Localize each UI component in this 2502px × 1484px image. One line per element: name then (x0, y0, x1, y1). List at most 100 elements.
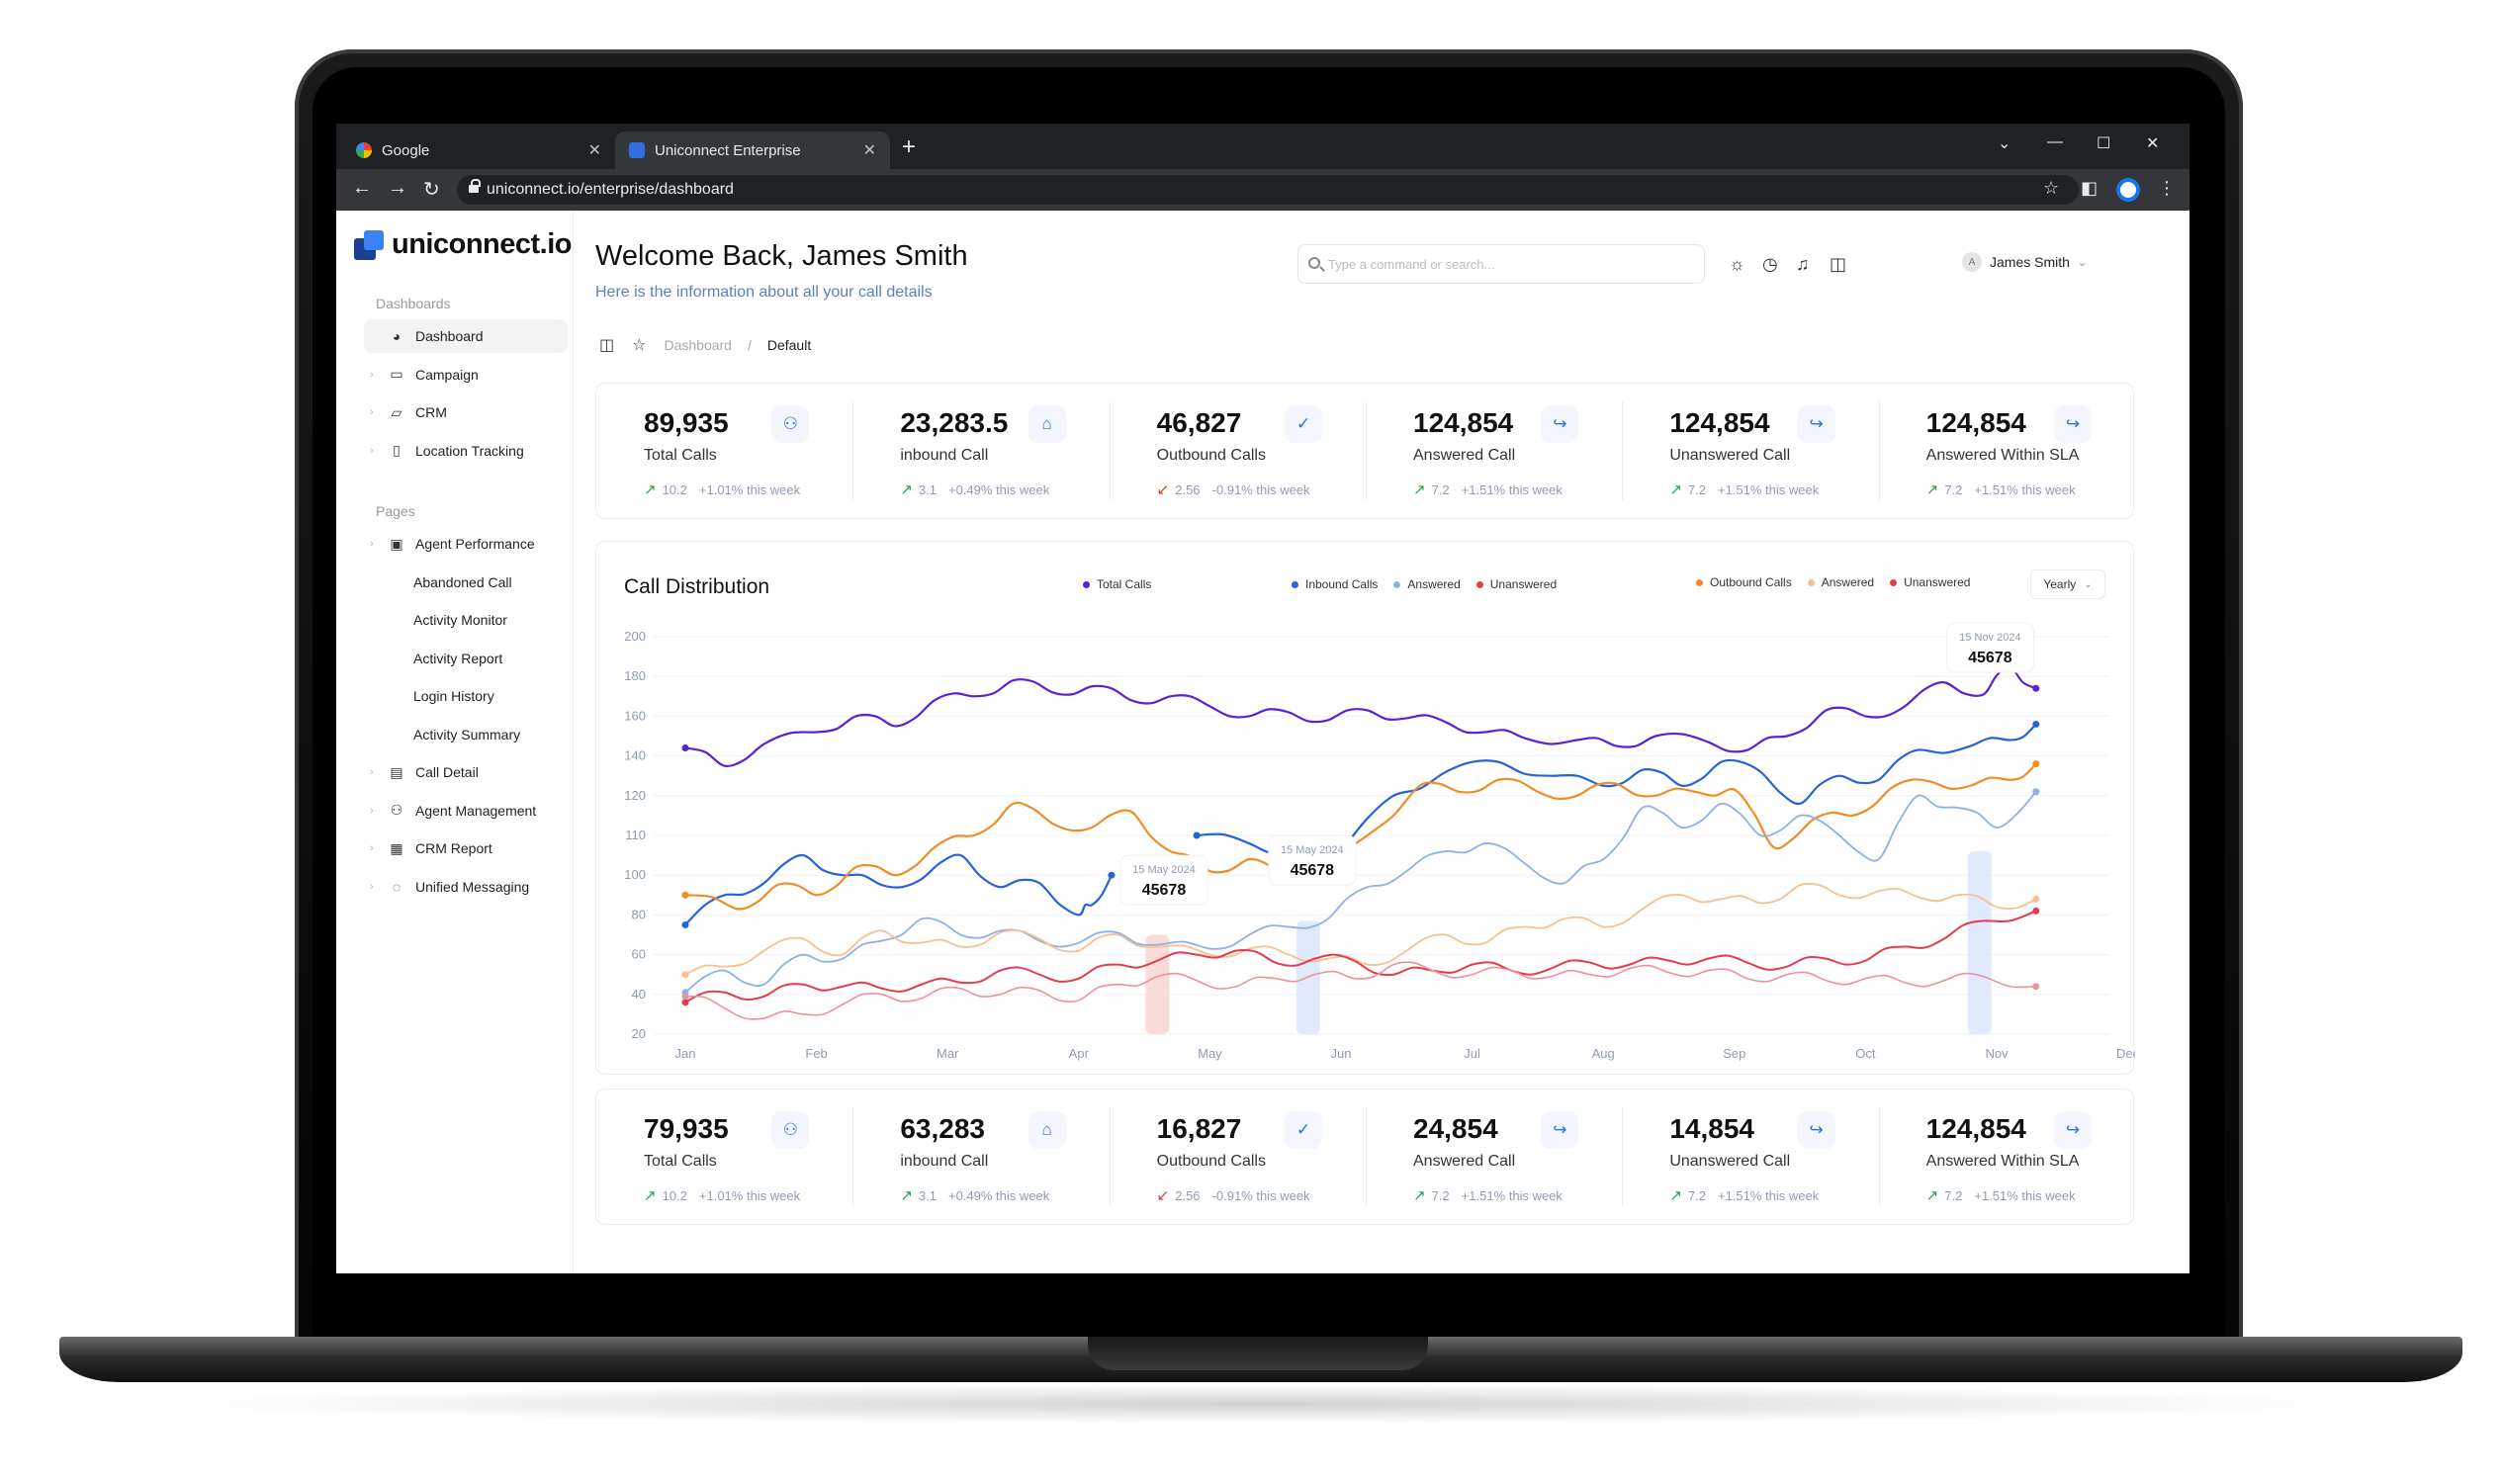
legend-item[interactable]: Total Calls (1083, 577, 1151, 591)
chevron-right-icon: › (370, 406, 374, 418)
user-menu[interactable]: A James Smith ⌄ (1962, 252, 2087, 272)
close-tab-icon[interactable]: ✕ (862, 142, 876, 159)
sidebar-item-agent-management[interactable]: › ⚇ Agent Management (364, 794, 568, 828)
legend-item[interactable]: Answered (1807, 575, 1874, 589)
x-tick-label: Sep (1723, 1046, 1745, 1061)
breadcrumb-parent[interactable]: Dashboard (664, 337, 732, 353)
series-point (2032, 788, 2040, 796)
tab-search-icon[interactable]: ⌄ (1998, 135, 2011, 152)
stat-card[interactable]: 89,935 Total Calls ↗ 10.2 +1.01% this week ⚇ (596, 384, 852, 520)
bell-icon[interactable]: ♫ (1796, 254, 1810, 274)
legend-item[interactable]: Unanswered (1890, 575, 1970, 589)
tooltip-box (1268, 834, 1357, 886)
sidebar-item-crm-report[interactable]: › ▦ CRM Report (364, 831, 568, 865)
stat-card[interactable]: 16,827 Outbound Calls ↙ 2.56 -0.91% this wee… (1109, 1090, 1366, 1226)
tab-google[interactable]: Google ✕ (342, 131, 615, 169)
stat-change-number: 10.2 (662, 482, 687, 497)
stat-divider (1622, 401, 1624, 500)
sidebar-item-campaign[interactable]: › ▭ Campaign (364, 358, 568, 392)
sidebar-toggle-icon[interactable]: ◫ (599, 337, 615, 354)
sidebar-item-activity-report[interactable]: Activity Report (364, 642, 568, 675)
legend-item[interactable]: Answered (1393, 577, 1461, 591)
forward-icon[interactable]: → (388, 177, 407, 199)
bookmark-star-icon[interactable]: ☆ (2043, 178, 2060, 198)
series-point (1108, 871, 1116, 879)
y-tick-label: 40 (632, 987, 646, 1002)
legend-dot (1083, 580, 1090, 588)
browser-menu-icon[interactable]: ⋮ (2158, 178, 2176, 198)
stat-change-number: 7.2 (1431, 1188, 1450, 1203)
sidebar-item-crm[interactable]: › ▱ CRM (364, 395, 568, 429)
theme-sun-icon[interactable]: ☼ (1729, 254, 1745, 274)
stat-change-number: 7.2 (1687, 1188, 1706, 1203)
sidebar-item-abandoned-call[interactable]: Abandoned Call (364, 566, 568, 599)
sidebar-item-unified-messaging[interactable]: › ◌ Unified Messaging (364, 870, 568, 904)
tab-uniconnect[interactable]: Uniconnect Enterprise ✕ (615, 131, 890, 169)
sidebar-item-dashboard[interactable]: ◕ Dashboard (364, 319, 568, 353)
legend-item[interactable]: Inbound Calls (1292, 577, 1378, 591)
close-tab-icon[interactable]: ✕ (587, 142, 601, 159)
legend-group: Total Calls (1083, 577, 1167, 591)
chevron-down-icon: ⌄ (2077, 256, 2088, 269)
stat-change-text: +0.49% this week (947, 482, 1050, 497)
history-icon[interactable]: ◷ (1762, 254, 1778, 274)
logo[interactable]: uniconnect.io (354, 228, 573, 261)
trend-down-icon: ↙ (1156, 481, 1170, 498)
stat-card[interactable]: 23,283.5 inbound Call ↗ 3.1 +0.49% this week… (852, 384, 1109, 520)
pie-chart-icon: ◕ (392, 328, 402, 344)
series-point (1193, 831, 1201, 839)
sidebar-item-label: Unified Messaging (415, 878, 530, 895)
legend-item[interactable]: Unanswered (1475, 577, 1558, 591)
stat-card[interactable]: 14,854 Unanswered Call ↗ 7.2 +1.51% this wee… (1622, 1090, 1878, 1226)
search-input[interactable]: Type a command or search... (1297, 244, 1705, 284)
stat-card[interactable]: 24,854 Answered Call ↗ 7.2 +1.51% this week ↪ (1366, 1090, 1622, 1226)
series-line (683, 762, 2037, 911)
new-tab-icon[interactable]: + (902, 133, 917, 160)
sidebar-item-location-tracking[interactable]: › ▯ Location Tracking (364, 434, 568, 468)
legend-item[interactable]: Outbound Calls (1696, 575, 1792, 589)
series-point (2032, 720, 2040, 728)
stat-card[interactable]: 124,854 Unanswered Call ↗ 7.2 +1.51% this we… (1622, 384, 1878, 520)
id-card-icon: ▤ (390, 763, 403, 780)
panel-toggle-icon[interactable]: ◫ (1830, 254, 1847, 274)
y-tick-label: 180 (624, 668, 646, 683)
stat-card[interactable]: 124,854 Answered Within SLA ↗ 7.2 +1.51% thi… (1878, 384, 2135, 520)
stat-card[interactable]: 124,854 Answered Within SLA ↗ 7.2 +1.51% thi… (1878, 1090, 2135, 1226)
tooltip-value: 45678 (1291, 862, 1335, 879)
minimize-icon[interactable]: — (2047, 133, 2063, 150)
stat-divider (1878, 401, 1880, 500)
y-tick-label: 200 (624, 629, 646, 644)
stat-card[interactable]: 124,854 Answered Call ↗ 7.2 +1.51% this week… (1366, 384, 1622, 520)
trend-up-icon: ↗ (1413, 1187, 1426, 1204)
stat-divider (1109, 401, 1111, 500)
stat-change-text: +1.01% this week (698, 482, 801, 497)
sidebar-item-agent-performance[interactable]: › ▣ Agent Performance (364, 527, 568, 561)
sidebar-item-login-history[interactable]: Login History (364, 679, 568, 713)
star-icon[interactable]: ☆ (632, 337, 647, 354)
users-icon: ⚇ (771, 405, 810, 443)
trend-up-icon: ↗ (1669, 481, 1682, 498)
reload-icon[interactable]: ↻ (423, 179, 440, 201)
maximize-icon[interactable]: ☐ (2097, 135, 2111, 152)
sidebar-item-label: Dashboard (415, 328, 484, 344)
stat-card[interactable]: 79,935 Total Calls ↗ 10.2 +1.01% this week ⚇ (596, 1090, 852, 1226)
close-window-icon[interactable]: ✕ (2146, 135, 2160, 152)
sidebar-item-activity-summary[interactable]: Activity Summary (364, 718, 568, 751)
sidebar-item-activity-monitor[interactable]: Activity Monitor (364, 603, 568, 637)
stat-card[interactable]: 46,827 Outbound Calls ↙ 2.56 -0.91% this wee… (1109, 384, 1366, 520)
x-tick-label: Jun (1331, 1046, 1352, 1061)
x-tick-label: Apr (1069, 1046, 1090, 1061)
tooltip-date: 15 May 2024 (1132, 864, 1196, 876)
period-select[interactable]: Yearly ⌄ (2030, 569, 2105, 599)
browser-profile-icon[interactable] (2116, 178, 2140, 202)
back-icon[interactable]: ← (352, 177, 372, 199)
url-field[interactable]: uniconnect.io/enterprise/dashboard (457, 175, 2079, 205)
series-line (683, 853, 1114, 926)
stat-card[interactable]: 63,283 inbound Call ↗ 3.1 +0.49% this week ⌂ (852, 1090, 1109, 1226)
series-line (684, 910, 2037, 1004)
legend-label: Unanswered (1489, 577, 1558, 591)
legend-label: Outbound Calls (1710, 575, 1792, 589)
legend-label: Total Calls (1097, 577, 1152, 591)
side-panel-icon[interactable]: ◧ (2081, 178, 2099, 198)
sidebar-item-call-detail[interactable]: › ▤ Call Detail (364, 755, 568, 789)
